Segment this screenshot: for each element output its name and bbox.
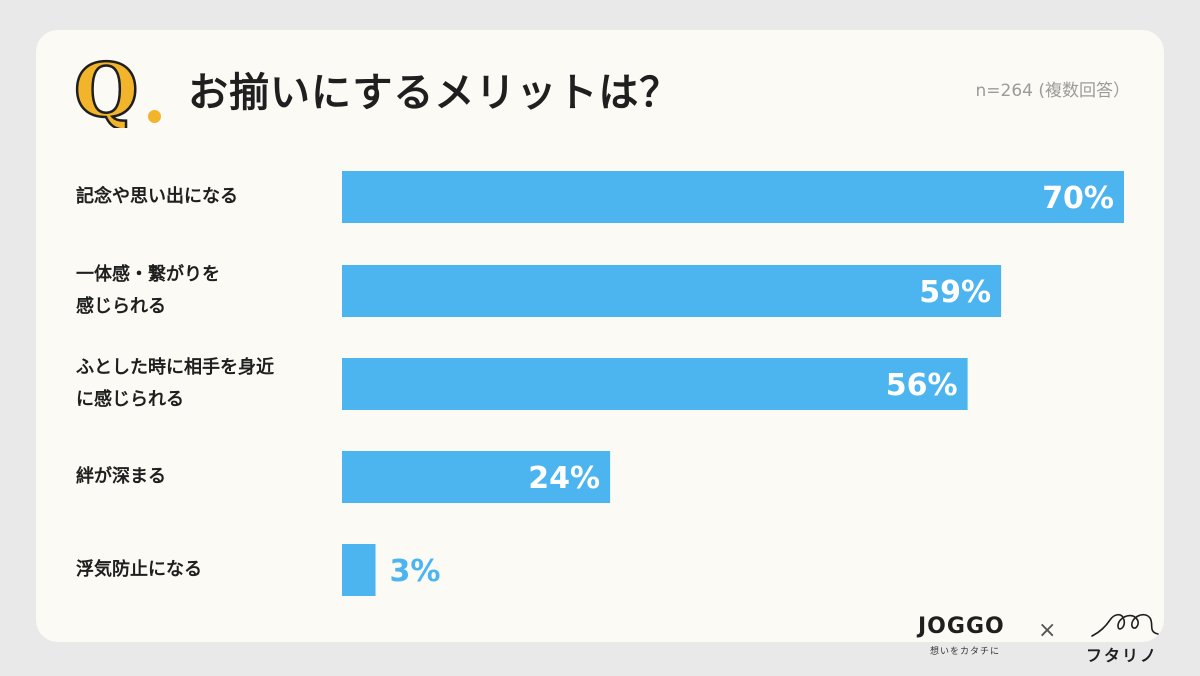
futari-logo-text: フタリノ	[1086, 646, 1159, 665]
category-label-line: 浮気防止になる	[76, 559, 202, 580]
bar-1	[342, 171, 1124, 223]
bar-5	[342, 544, 376, 596]
joggo-logo: JOGGO	[918, 614, 1005, 639]
joggo-tagline: 想いをカタチに	[930, 647, 1001, 657]
category-label-line: 一体感・繋がりを	[76, 264, 220, 285]
bar-3	[342, 358, 968, 410]
q-logo-icon: Q	[73, 48, 140, 128]
category-label-line: に感じられる	[76, 389, 184, 410]
bar-value-label-1: 70%	[1042, 181, 1114, 216]
bar-2	[342, 265, 1002, 317]
category-label-line: ふとした時に相手を身近	[76, 357, 274, 378]
sample-size-note: n=264 (複数回答）	[975, 81, 1130, 101]
bar-value-label-3: 56%	[886, 368, 958, 403]
times-symbol: ×	[1038, 618, 1057, 643]
category-label-5: 浮気防止になる	[76, 554, 346, 586]
category-label-line: 絆が深まる	[76, 466, 166, 487]
category-label-3: ふとした時に相手を身近 に感じられる	[76, 352, 346, 416]
bar-4	[342, 451, 611, 503]
bar-value-label-4: 24%	[528, 461, 600, 496]
q-letter: Q	[74, 48, 138, 128]
category-label-line: 記念や思い出になる	[76, 186, 238, 207]
chart-title: お揃いにするメリットは？	[188, 70, 681, 116]
q-dot-icon	[148, 110, 161, 123]
category-label-2: 一体感・繋がりを 感じられる	[76, 259, 346, 323]
category-label-line: 感じられる	[76, 296, 166, 317]
futari-logo-icon	[1091, 613, 1159, 637]
bar-value-label-5: 3%	[390, 554, 441, 589]
category-label-1: 記念や思い出になる	[76, 181, 346, 213]
category-label-4: 絆が深まる	[76, 461, 346, 493]
chart-card	[36, 30, 1164, 642]
bar-value-label-2: 59%	[919, 275, 991, 310]
